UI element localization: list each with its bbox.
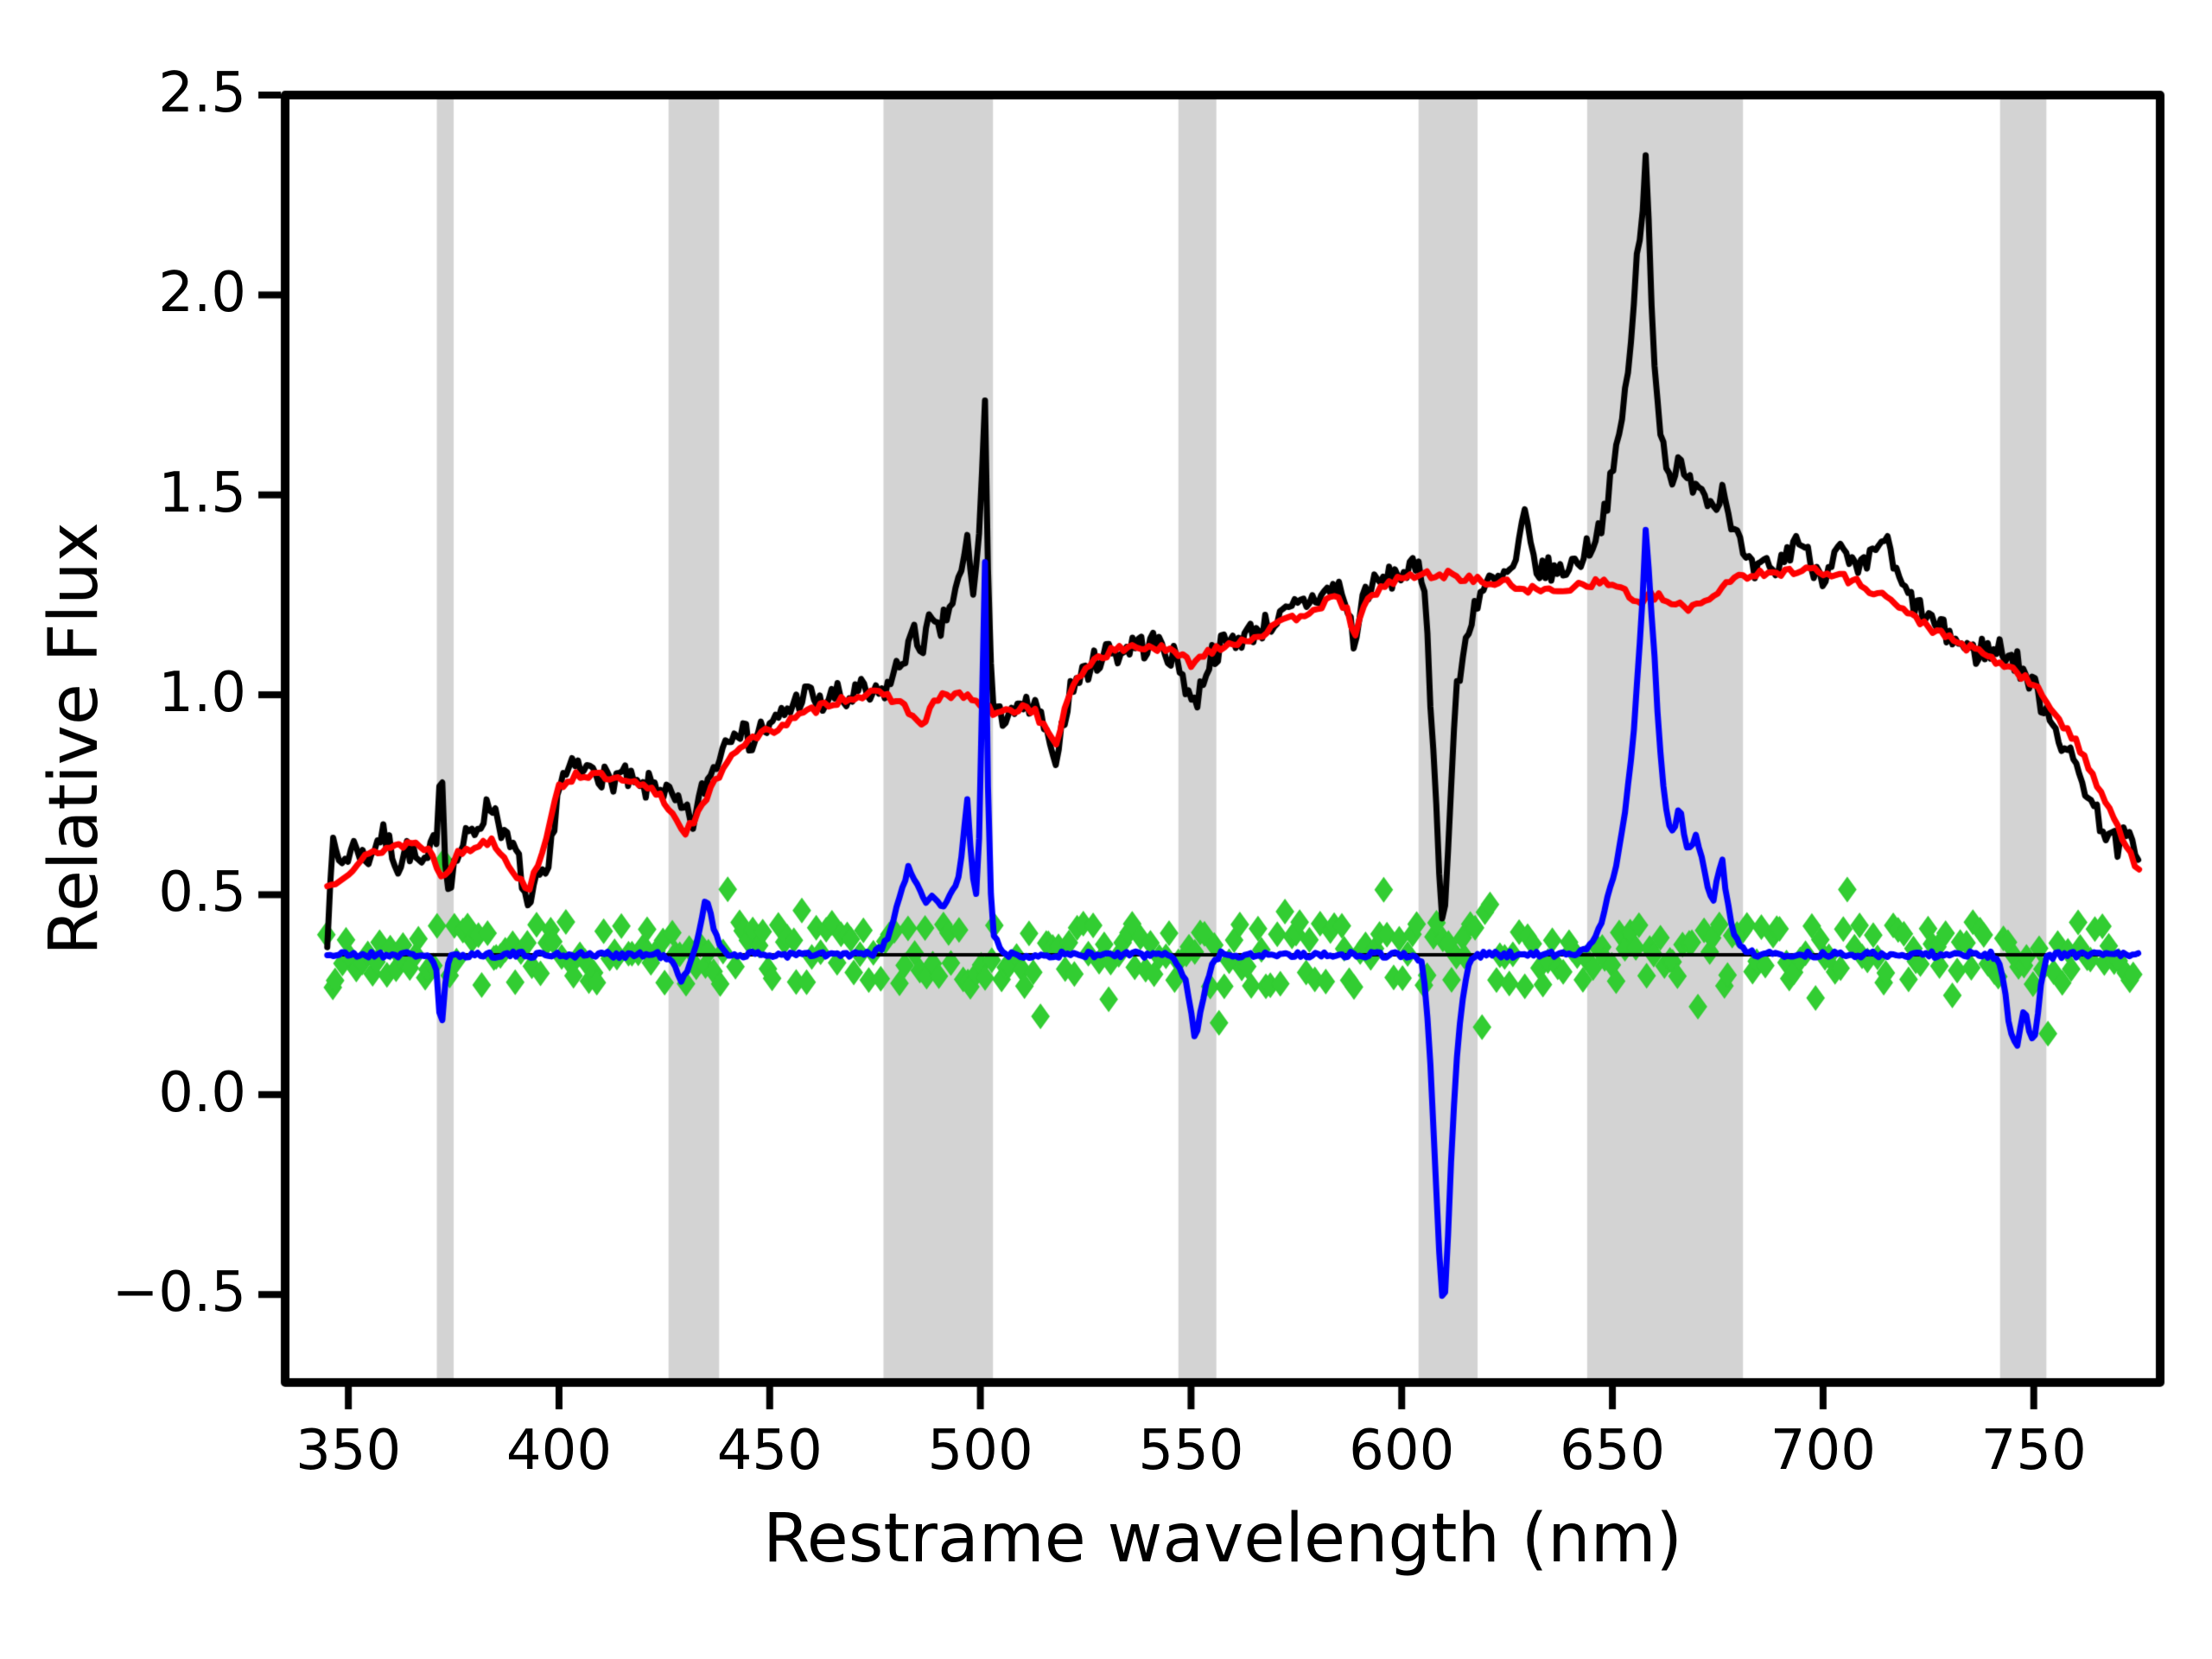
x-tick-label: 350	[296, 1419, 402, 1483]
x-tick-label: 400	[505, 1419, 613, 1483]
y-tick-label: 0.0	[158, 1060, 246, 1125]
y-tick-label: −0.5	[111, 1261, 246, 1325]
x-axis-label: Restrame wavelength (nm)	[763, 1500, 1682, 1578]
y-tick-label: 2.0	[158, 261, 246, 326]
y-tick-label: 1.0	[158, 661, 246, 726]
y-tick-label: 0.5	[158, 861, 246, 925]
x-tick-label: 500	[927, 1419, 1033, 1483]
x-tick-label: 550	[1138, 1419, 1244, 1483]
y-tick-label: 2.5	[158, 61, 246, 125]
x-tick-label: 450	[716, 1419, 823, 1483]
x-tick-label: 750	[1980, 1419, 2087, 1483]
y-tick-label: 1.5	[158, 461, 246, 525]
x-tick-label: 650	[1559, 1419, 1666, 1483]
x-tick-label: 700	[1770, 1419, 1876, 1483]
x-tick-label: 600	[1349, 1419, 1455, 1483]
